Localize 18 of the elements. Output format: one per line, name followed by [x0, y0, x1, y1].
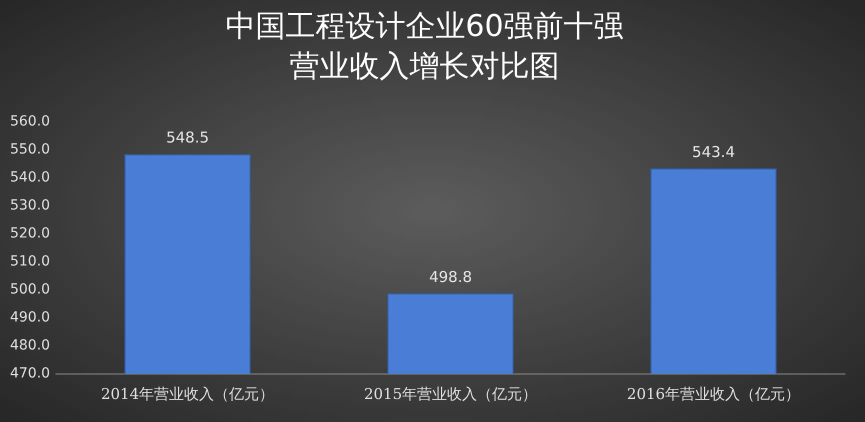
y-tick-label: 490.0 [10, 310, 50, 326]
y-tick-label: 540.0 [10, 170, 50, 186]
data-label: 548.5 [166, 128, 210, 147]
y-tick-label: 470.0 [10, 366, 50, 382]
y-tick-label: 510.0 [10, 254, 50, 270]
data-label: 498.8 [429, 268, 472, 286]
chart-subtitle: 营业收入增长对比图 [290, 48, 560, 84]
y-tick-label: 530.0 [10, 198, 50, 214]
y-tick-label: 480.0 [10, 338, 50, 354]
x-tick-label: 2014年营业收入（亿元） [100, 384, 274, 403]
y-tick-label: 520.0 [10, 226, 50, 242]
x-tick-label: 2016年营业收入（亿元） [626, 384, 800, 403]
x-tick-label: 2015年营业收入（亿元） [364, 384, 538, 403]
y-tick-label: 500.0 [10, 282, 50, 298]
y-tick-label: 550.0 [10, 142, 50, 158]
chart-title: 中国工程设计企业60强前十强 [225, 8, 624, 44]
y-tick-label: 560.0 [10, 114, 50, 130]
data-label: 543.4 [692, 142, 735, 161]
